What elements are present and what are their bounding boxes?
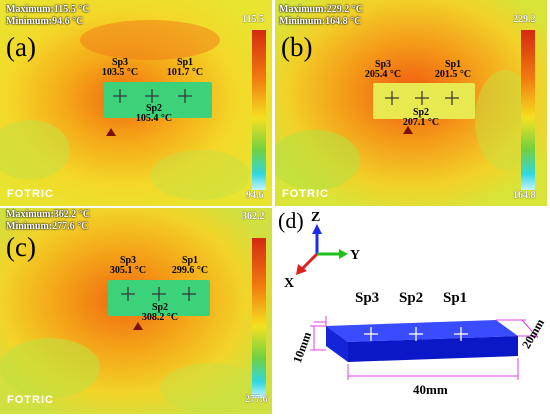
minimum-readout: Minimum:164.8 °C: [279, 16, 362, 27]
minimum-readout: Minimum:277.6 °C: [6, 221, 89, 232]
coordinate-axes: [296, 224, 348, 275]
spot-markers-a: [113, 89, 192, 103]
spot-label-sp3: Sp3 205.4 °C: [364, 59, 402, 80]
thermal-panel-b: Maximum:229.2 °C Minimum:164.8 °C (b) 22…: [275, 0, 547, 206]
spot-label-sp2: Sp2 207.1 °C: [402, 107, 440, 128]
panel-label: (a): [6, 32, 36, 62]
maximum-readout: Maximum:362.2 °C: [6, 209, 90, 220]
spot-label-sp3: Sp3 305.1 °C: [109, 255, 147, 276]
minimum-readout: Minimum:94.6 °C: [6, 16, 84, 27]
spot-label-sp1: Sp1 101.7 °C: [166, 57, 204, 78]
spot-label-sp1: Sp1: [443, 290, 468, 306]
thermal-image-c: [0, 208, 272, 414]
scale-min: 277.6: [245, 394, 268, 405]
panel-label: (c): [6, 232, 36, 262]
specimen-diagram: (d) Z Y X Sp3 Sp2 Sp1 40mm 20mm 10mm: [276, 208, 550, 417]
scale-min: 94.6: [246, 190, 264, 201]
specimen-block: [326, 320, 518, 362]
thermal-panel-a: Maximum:115.5 °C Minimum:94.6 °C (a) 115…: [0, 0, 272, 206]
panel-label: (b): [281, 32, 313, 62]
dimension-length: 40mm: [413, 382, 448, 397]
diagram-graphic: [296, 224, 539, 380]
maximum-readout: Maximum:115.5 °C: [6, 4, 90, 15]
spot-label-sp3: Sp3: [355, 290, 380, 306]
panel-label: (d): [278, 208, 304, 233]
spot-label-sp1: Sp1 299.6 °C: [171, 255, 209, 276]
spot-label-sp2: Sp2 308.2 °C: [141, 302, 179, 323]
thermal-image-a: [0, 0, 272, 206]
brand-logo: FOTRIC: [282, 188, 329, 200]
scale-min: 164.8: [513, 190, 536, 201]
axis-z-label: Z: [311, 210, 321, 225]
brand-logo: FOTRIC: [7, 394, 54, 406]
spot-label-sp2: Sp2: [399, 290, 424, 306]
max-marker-a: [106, 128, 116, 136]
spot-label-sp3: Sp3 103.5 °C: [101, 57, 139, 78]
brand-logo: FOTRIC: [7, 188, 54, 200]
maximum-readout: Maximum:229.2 °C: [279, 4, 363, 15]
dimension-lines: [310, 316, 539, 380]
scale-max: 229.2: [513, 14, 536, 25]
axis-x-label: X: [284, 276, 295, 291]
thermal-image-b: [275, 0, 547, 206]
scale-max: 362.2: [242, 211, 265, 222]
axis-y-label: Y: [350, 248, 361, 263]
spot-label-sp2: Sp2 105.4 °C: [135, 103, 173, 124]
thermal-panel-c: Maximum:362.2 °C Minimum:277.6 °C (c) 36…: [0, 208, 272, 414]
scale-max: 115.5: [242, 14, 264, 25]
spot-label-sp1: Sp1 201.5 °C: [434, 59, 472, 80]
